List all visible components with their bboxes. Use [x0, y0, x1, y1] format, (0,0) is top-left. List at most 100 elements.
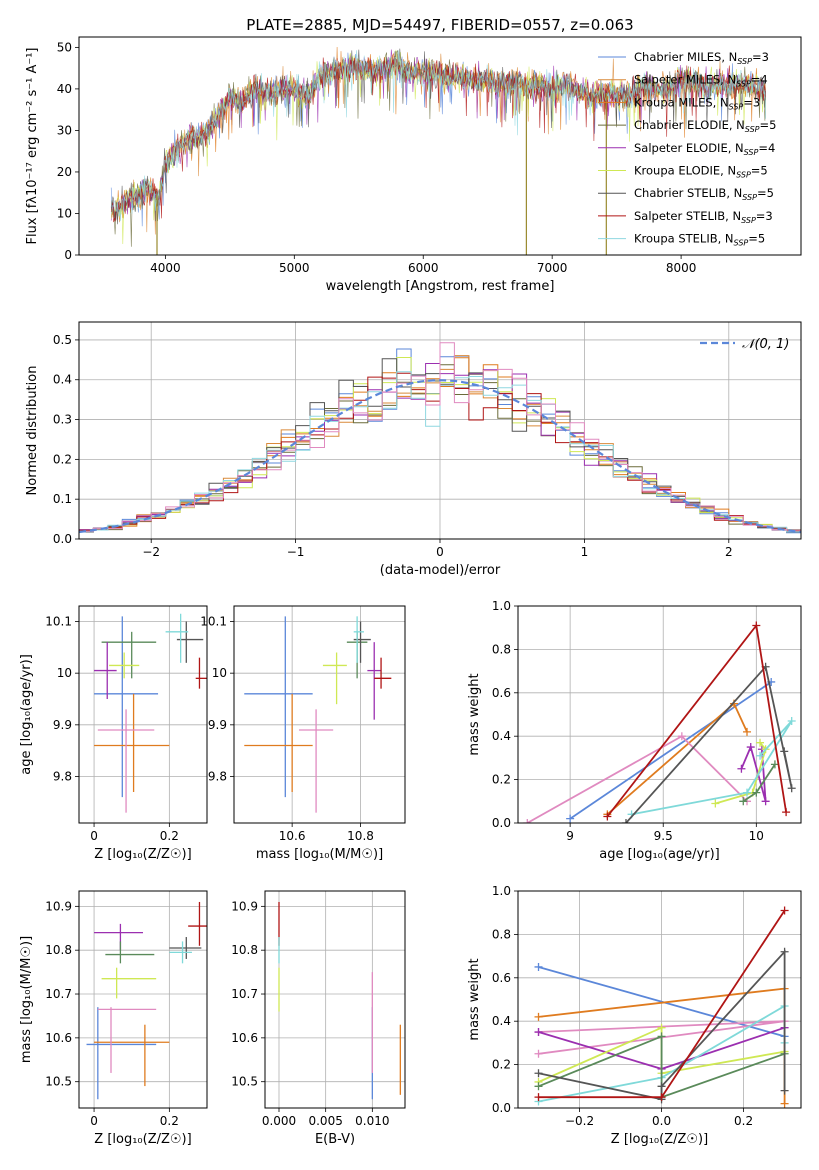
mass-weight-series [715, 742, 767, 805]
x-tick-label: 0 [90, 829, 98, 843]
y-tick-label: 9.9 [208, 718, 227, 732]
y-tick-label: 10.7 [231, 987, 258, 1001]
y-tick-label: 9.8 [208, 770, 227, 784]
x-axis-label: E(B-V) [315, 1132, 355, 1147]
spectrum-axes: 4000 5000 6000 7000 8000 0 10 20 30 40 50 wavelengt… [25, 40, 696, 294]
y-tick-label: 0.6 [492, 686, 511, 700]
mass-weight-marker [780, 1086, 789, 1095]
mass-weight-marker [677, 732, 686, 741]
x-axis-label: Z [log₁₀(Z/Z☉)] [94, 1132, 191, 1147]
histogram-series [79, 342, 801, 534]
histogram-series [79, 371, 801, 534]
mass-weight-marker [657, 1093, 666, 1102]
x-tick-label: 10.6 [279, 829, 306, 843]
mass-weight-vs-age-axes: 9 9.5 10 0.0 0.2 0.4 0.6 0.8 1.0 age [log₁₀(age/y… [467, 599, 801, 862]
x-tick-label: 0 [90, 1114, 98, 1128]
y-tick-label: 40 [57, 82, 72, 96]
x-axis-label: (data-model)/error [380, 563, 501, 578]
mass-weight-marker [737, 764, 746, 773]
y-tick-label: 10.9 [45, 899, 72, 913]
x-tick-label: 2 [725, 545, 733, 559]
spectrum-lines [110, 46, 766, 255]
y-tick-label: 0.0 [53, 532, 72, 546]
legend-label: Salpeter ELODIE, NSSP=4 [634, 141, 775, 157]
y-tick-label: 0.6 [492, 971, 511, 985]
x-tick-label: 6000 [408, 261, 439, 275]
y-axis-label: mass weight [467, 673, 482, 755]
y-tick-label: 20 [57, 165, 72, 179]
mass-weight-vs-Z-series [534, 906, 789, 1108]
x-tick-label: −1 [287, 545, 305, 559]
legend-label: Chabrier STELIB, NSSP=5 [634, 186, 774, 202]
y-axis-label: Normed distribution [25, 366, 40, 496]
x-axis-label: Z [log₁₀(Z/Z☉)] [611, 1132, 708, 1147]
x-tick-label: 0.2 [160, 829, 179, 843]
y-tick-label: 0.2 [492, 1058, 511, 1072]
mass-weight-marker [534, 1028, 543, 1037]
mass-vs-Z-frame [78, 890, 208, 1109]
residual-histogram-axes: −2 −1 0 1 2 0.0 0.1 0.2 0.3 0.4 0.5 (data-model)/er… [25, 322, 801, 578]
y-tick-label: 0 [64, 248, 72, 262]
y-tick-label: 0.4 [492, 729, 511, 743]
x-tick-label: 7000 [537, 261, 568, 275]
x-axis-label: Z [log₁₀(Z/Z☉)] [94, 847, 191, 862]
x-tick-label: 0.2 [734, 1114, 753, 1128]
x-tick-label: 0.005 [308, 1114, 342, 1128]
x-axis-label: mass [log₁₀(M/M☉)] [256, 847, 383, 862]
x-tick-label: 4000 [150, 261, 181, 275]
x-tick-label: 10 [749, 829, 764, 843]
y-axis-label: mass weight [467, 958, 482, 1040]
mass-weight-marker [752, 788, 761, 797]
y-axis-label: Flux [fλ10⁻¹⁷ erg cm⁻² s⁻¹ A⁻¹] [25, 48, 40, 245]
y-tick-label: 30 [57, 123, 72, 137]
y-tick-label: 0.1 [53, 492, 72, 506]
y-tick-label: 0.8 [492, 642, 511, 656]
mass-weight-vs-age-frame [517, 605, 802, 824]
legend-label: Chabrier MILES, NSSP=3 [634, 50, 769, 66]
y-tick-label: 10 [57, 666, 72, 680]
mass-weight-marker [743, 788, 752, 797]
y-tick-label: 10.5 [45, 1075, 72, 1089]
legend-label: Kroupa ELODIE, NSSP=5 [634, 164, 768, 180]
mass-vs-EBV-errorbars [278, 901, 401, 1100]
legend-label-normal: 𝒩(0, 1) [742, 337, 789, 352]
y-tick-label: 0.3 [53, 413, 72, 427]
mass-weight-marker [534, 1082, 543, 1091]
y-tick-label: 10 [57, 206, 72, 220]
mass-weight-marker [603, 812, 612, 821]
legend-label: Salpeter MILES, NSSP=4 [634, 73, 768, 89]
age-vs-Z-frame [78, 605, 208, 824]
mass-vs-EBV-frame [264, 890, 406, 1109]
mass-weight-marker [743, 727, 752, 736]
x-tick-label: 9.5 [654, 829, 673, 843]
legend-label: Kroupa STELIB, NSSP=5 [634, 232, 765, 248]
y-tick-label: 10.6 [231, 1031, 258, 1045]
mass-weight-marker [780, 906, 789, 915]
mass-weight-marker [534, 1093, 543, 1102]
mass-weight-marker [782, 808, 791, 817]
mass-weight-marker [711, 799, 720, 808]
mass-weight-marker [787, 717, 796, 726]
mass-weight-marker [657, 1082, 666, 1091]
histogram-steps [79, 342, 801, 535]
normal-reference-curve [79, 379, 801, 534]
x-tick-label: 0 [436, 545, 444, 559]
mass-weight-marker [756, 738, 765, 747]
age-vs-mass-errorbars [244, 616, 392, 813]
x-tick-label: 5000 [279, 261, 310, 275]
mass-weight-marker [657, 1032, 666, 1041]
mass-weight-marker [752, 621, 761, 630]
mass-weight-marker [780, 947, 789, 956]
x-tick-label: −0.2 [565, 1114, 594, 1128]
mass-vs-EBV-axes: 0.000 0.005 0.010 10.5 10.6 10.7 10.8 10.9 E(B-V… [231, 891, 405, 1147]
y-tick-label: 10.9 [231, 899, 258, 913]
mass-weight-marker [534, 962, 543, 971]
y-tick-label: 0.4 [492, 1014, 511, 1028]
y-axis-label: mass [log₁₀(M/M☉)] [19, 936, 34, 1063]
mass-vs-Z-axes: 0 0.2 10.5 10.6 10.7 10.8 10.9 Z [log₁₀(Z/Z☉)] m… [19, 891, 207, 1147]
y-tick-label: 10.7 [45, 987, 72, 1001]
y-tick-label: 1.0 [492, 599, 511, 613]
mass-weight-marker [657, 1023, 666, 1032]
spectrum-legend: Chabrier MILES, NSSP=3 Salpeter MILES, NS… [598, 50, 776, 248]
